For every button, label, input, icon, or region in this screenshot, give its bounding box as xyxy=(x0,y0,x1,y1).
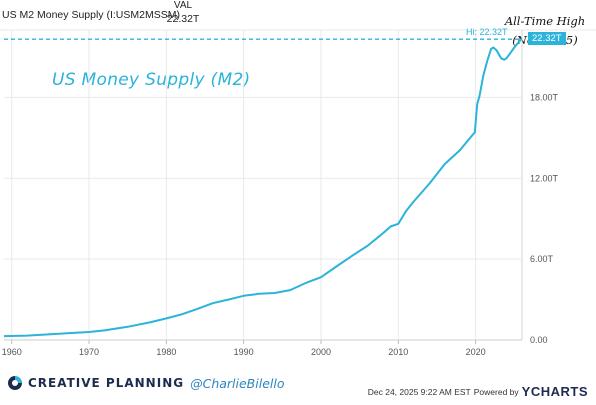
y-tick-label: 6.00T xyxy=(530,254,554,264)
x-tick-label: 1960 xyxy=(2,347,22,357)
footer-powered-by: Powered by xyxy=(473,386,519,397)
x-tick-label: 2000 xyxy=(311,347,331,357)
footer-handle: @CharlieBilello xyxy=(190,375,285,391)
y-tick-label: 18.00T xyxy=(530,92,559,102)
current-value: 22.32T xyxy=(166,13,200,25)
x-tick-label: 1970 xyxy=(79,347,99,357)
footer-attribution: Dec 24, 2025 9:22 AM EST Powered by YCHA… xyxy=(368,384,588,399)
series-name: US M2 Money Supply (I:USM2MSSM) xyxy=(2,9,180,21)
x-tick-label: 2010 xyxy=(388,347,408,357)
footer-date: Dec 24, 2025 9:22 AM EST xyxy=(367,386,471,397)
value-column-label: VAL xyxy=(173,0,193,11)
m2-series-line xyxy=(3,38,522,338)
footer-brand-name: CREATIVE PLANNING xyxy=(28,376,185,390)
y-tick-label: 12.00T xyxy=(530,173,559,183)
chart-title: US Money Supply (M2) xyxy=(52,70,251,90)
annotation-line-1: All-Time High xyxy=(504,14,586,28)
footer-brand-block: CREATIVE PLANNING @CharlieBilello xyxy=(7,375,285,391)
value-column: VAL 22.32T xyxy=(158,0,208,25)
y-tick-label: 0.00 xyxy=(530,335,548,345)
last-value-badge: 22.32T xyxy=(528,32,566,46)
high-value-label: Hi: 22.32T xyxy=(466,27,508,38)
x-tick-label: 1990 xyxy=(234,347,254,357)
x-tick-label: 2020 xyxy=(466,347,486,357)
ycharts-logo: YCHARTS xyxy=(521,384,588,399)
x-tick-label: 1980 xyxy=(156,347,176,357)
creative-planning-logo-icon xyxy=(8,376,22,390)
